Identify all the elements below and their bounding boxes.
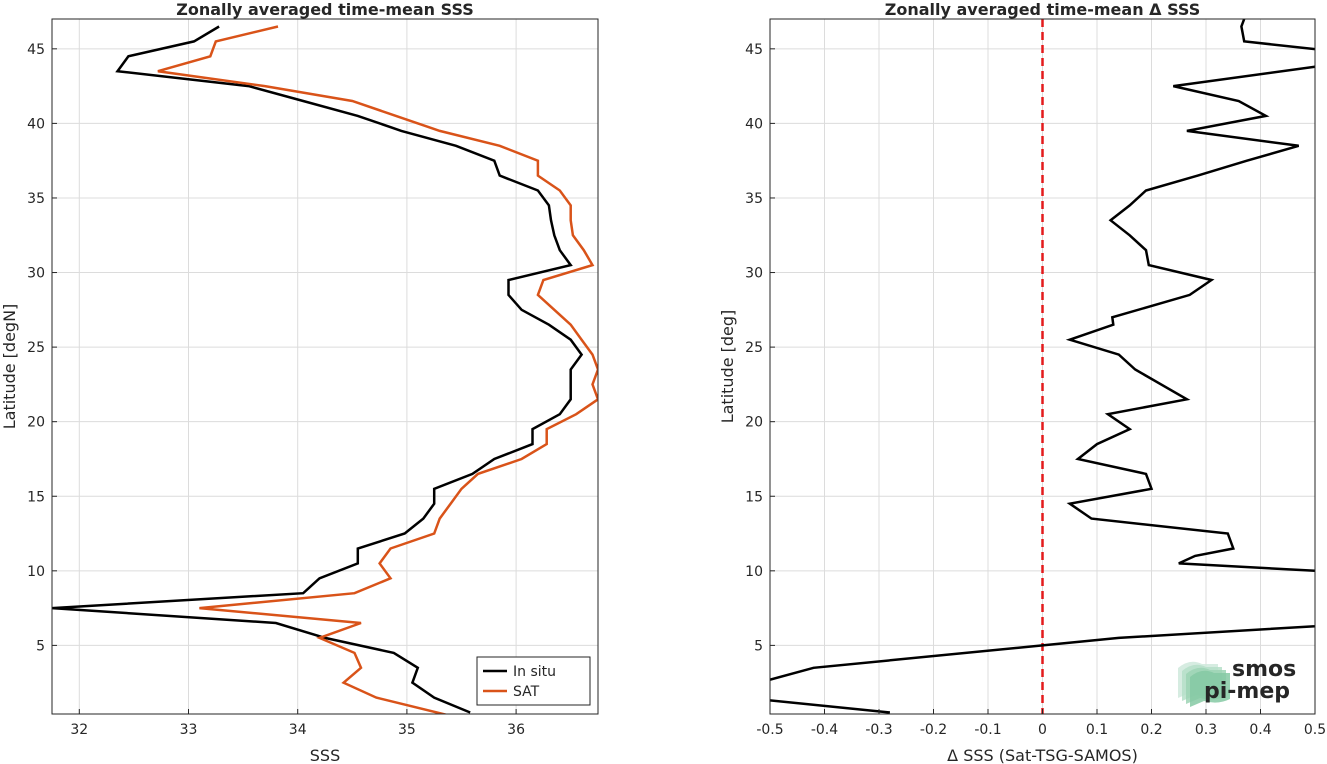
left-tick-labels: 32 33 34 35 36 5 10 15 20 25 30 35 40 45: [27, 42, 525, 738]
legend-label-sat: SAT: [513, 684, 540, 700]
right-y-tick-label: 25: [745, 340, 763, 356]
smos-pi-mep-logo: smos pi-mep: [1178, 657, 1296, 707]
left-y-axis-label: Latitude [degN]: [0, 304, 19, 430]
right-x-tick-label: -0.3: [865, 722, 892, 738]
right-y-tick-label: 40: [745, 116, 763, 132]
right-chart-title: Zonally averaged time-mean Δ SSS: [885, 0, 1201, 19]
left-y-tick-label: 20: [27, 415, 45, 431]
left-chart-panel: 32 33 34 35 36 5 10 15 20 25 30 35 40 45 Zonally aver…: [0, 0, 599, 764]
legend-box: [476, 656, 591, 706]
left-y-tick-label: 25: [27, 340, 45, 356]
right-x-tick-label: 0.3: [1195, 722, 1217, 738]
right-y-tick-label: 45: [745, 42, 763, 58]
right-tick-labels: -0.5 -0.4 -0.3 -0.2 -0.1 0 0.1 0.2 0.3 0.4 0.5 5 10 1…: [745, 42, 1326, 738]
logo-wave-icon: [1178, 661, 1230, 707]
right-y-tick-label: 30: [745, 266, 763, 282]
right-y-tick-label: 10: [745, 564, 763, 580]
left-series-line-in-situ: [52, 25, 584, 714]
left-x-tick-label: 32: [70, 722, 88, 738]
left-x-tick-label: 35: [398, 722, 416, 738]
right-x-tick-label: -0.2: [920, 722, 947, 738]
right-x-tick-label: 0.2: [1140, 722, 1162, 738]
left-chart-title: Zonally averaged time-mean SSS: [176, 0, 474, 19]
left-x-tick-label: 33: [180, 722, 198, 738]
logo-text-pi-mep: pi-mep: [1204, 679, 1290, 704]
right-x-tick-label: 0.4: [1249, 722, 1271, 738]
right-y-tick-label: 15: [745, 489, 763, 505]
right-chart-panel: smos pi-mep -0.5 -0.4 -0.3 -0.2 -0.1 0 0.1 0.2 0…: [718, 0, 1326, 764]
left-y-tick-label: 40: [27, 116, 45, 132]
right-x-tick-label: -0.5: [756, 722, 783, 738]
right-x-tick-label: -0.1: [974, 722, 1001, 738]
left-y-tick-label: 10: [27, 564, 45, 580]
left-plot-area: [52, 19, 598, 714]
left-axes-frame: [51, 18, 599, 715]
left-y-tick-label: 45: [27, 42, 45, 58]
right-y-tick-label: 5: [754, 638, 763, 654]
left-y-tick-label: 30: [27, 266, 45, 282]
left-x-axis-label: SSS: [310, 746, 340, 764]
right-y-tick-label: 35: [745, 191, 763, 207]
left-y-tick-label: 5: [36, 638, 45, 654]
right-x-tick-label: 0: [1038, 722, 1047, 738]
left-x-tick-label: 36: [507, 722, 525, 738]
left-series-line-sat: [157, 25, 598, 714]
left-x-tick-label: 34: [289, 722, 307, 738]
left-grid: [52, 19, 598, 714]
right-y-tick-label: 20: [745, 415, 763, 431]
right-y-axis-label: Latitude [deg]: [718, 310, 737, 424]
left-legend: In situ SAT: [476, 656, 591, 706]
right-x-axis-label: Δ SSS (Sat-TSG-SAMOS): [947, 746, 1138, 764]
right-series-line-0: [770, 19, 1315, 714]
left-y-tick-label: 35: [27, 191, 45, 207]
right-x-tick-label: -0.4: [811, 722, 838, 738]
right-x-tick-label: 0.5: [1304, 722, 1326, 738]
left-y-tick-label: 15: [27, 489, 45, 505]
right-x-tick-label: 0.1: [1086, 722, 1108, 738]
legend-label-in-situ: In situ: [513, 664, 556, 680]
left-series-group: [52, 25, 598, 714]
right-series-group: [770, 19, 1315, 714]
logo-wave-layer: [1190, 670, 1230, 707]
logo-text-smos: smos: [1232, 657, 1296, 682]
